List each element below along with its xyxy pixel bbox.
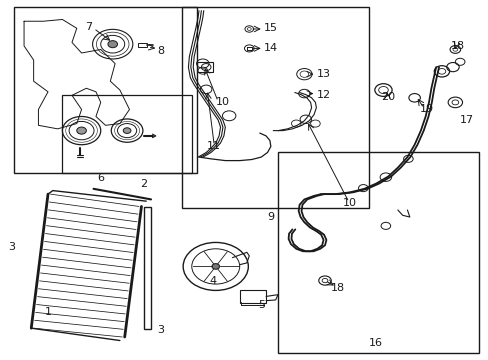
Text: 15: 15 [264,23,277,33]
Bar [62,95,191,173]
Text: 18: 18 [330,283,345,293]
Bar [15,7,196,173]
Text: 6: 6 [97,173,104,183]
Text: 10: 10 [342,198,356,208]
Circle shape [247,28,251,30]
Text: 17: 17 [459,115,473,125]
Text: 13: 13 [316,69,330,79]
Text: 2: 2 [140,179,147,189]
Bar [278,152,478,353]
Text: 3: 3 [157,325,164,335]
Bar [182,7,368,208]
Text: 1: 1 [44,307,51,317]
Text: 7: 7 [85,22,92,32]
Text: 10: 10 [216,98,229,107]
Bar [239,290,265,303]
Text: 8: 8 [157,46,164,56]
Text: 12: 12 [316,90,330,100]
Text: 19: 19 [419,104,433,114]
Circle shape [211,264,219,269]
Bar [143,207,151,329]
Text: 18: 18 [450,41,464,51]
Bar [138,43,146,48]
Text: 11: 11 [206,141,220,152]
Text: 20: 20 [381,92,394,102]
Text: 14: 14 [263,43,277,53]
Text: 3: 3 [8,242,15,252]
Circle shape [123,128,131,134]
Text: 16: 16 [368,338,383,348]
Circle shape [77,127,86,134]
Text: 4: 4 [209,275,217,285]
Text: 5: 5 [257,300,264,310]
Text: 9: 9 [267,212,274,222]
Bar [196,62,213,72]
Circle shape [108,41,117,48]
